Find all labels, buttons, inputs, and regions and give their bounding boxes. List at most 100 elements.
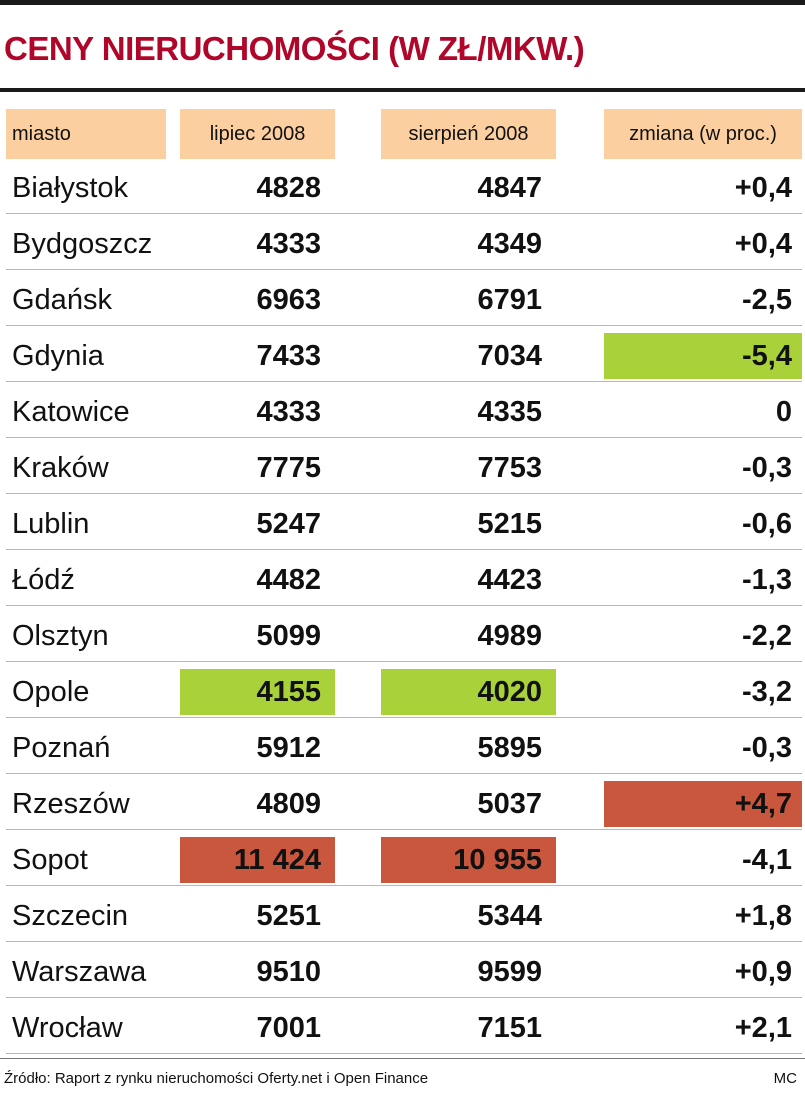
cell-august-2008: 5037: [477, 787, 542, 820]
cell-july-2008: 5099: [256, 619, 321, 652]
row-divider: [6, 325, 802, 326]
table-row: Wrocław 7001 7151 +2,1: [0, 1002, 805, 1054]
row-divider: [6, 997, 802, 998]
cell-city: Poznań: [12, 731, 111, 764]
row-divider: [6, 717, 802, 718]
table-row: Kraków 7775 7753 -0,3: [0, 442, 805, 494]
table-row: Łódź 4482 4423 -1,3: [0, 554, 805, 606]
table-row: Białystok 4828 4847 +0,4: [0, 162, 805, 214]
table-row: Olsztyn 5099 4989 -2,2: [0, 610, 805, 662]
cell-city: Sopot: [12, 843, 88, 876]
cell-city: Gdynia: [12, 339, 104, 372]
table-row: Bydgoszcz 4333 4349 +0,4: [0, 218, 805, 270]
top-rule: [0, 0, 805, 5]
cell-july-2008: 4482: [256, 563, 321, 596]
header-city: miasto: [6, 109, 166, 159]
cell-city: Białystok: [12, 171, 129, 204]
chart-title: CENY NIERUCHOMOŚCI (W ZŁ/MKW.): [4, 30, 585, 67]
cell-august-2008: 4335: [477, 395, 542, 428]
table-row: Poznań 5912 5895 -0,3: [0, 722, 805, 774]
cell-city: Opole: [12, 675, 90, 708]
cell-august-2008: 7753: [477, 451, 542, 484]
cell-july-2008: 4828: [256, 171, 321, 204]
cell-city: Bydgoszcz: [12, 227, 153, 260]
cell-city: Warszawa: [12, 955, 147, 988]
cell-august-2008: 10 955: [381, 837, 556, 883]
row-divider: [6, 549, 802, 550]
cell-city: Gdańsk: [12, 283, 112, 316]
cell-change-percent: -3,2: [742, 675, 792, 708]
cell-july-2008: 6963: [256, 283, 321, 316]
cell-change-percent: +0,9: [734, 955, 792, 988]
cell-change-percent: -0,6: [742, 507, 792, 540]
cell-august-2008: 6791: [477, 283, 542, 316]
cell-august-2008: 4423: [477, 563, 542, 596]
table-row: Gdańsk 6963 6791 -2,5: [0, 274, 805, 326]
cell-july-2008: 9510: [256, 955, 321, 988]
cell-july-2008: 4155: [180, 669, 335, 715]
row-divider: [6, 773, 802, 774]
cell-city: Katowice: [12, 395, 130, 428]
table-row: Lublin 5247 5215 -0,6: [0, 498, 805, 550]
cell-change-percent: -2,2: [742, 619, 792, 652]
cell-july-2008: 7433: [256, 339, 321, 372]
table-row: Rzeszów 4809 5037 +4,7: [0, 778, 805, 830]
table-row: Szczecin 5251 5344 +1,8: [0, 890, 805, 942]
cell-july-2008: 5251: [256, 899, 321, 932]
row-divider: [6, 941, 802, 942]
author-initials: MC: [773, 1070, 797, 1087]
header-august-2008: sierpień 2008: [381, 109, 556, 159]
table-row: Sopot 11 424 10 955 -4,1: [0, 834, 805, 886]
row-divider: [6, 269, 802, 270]
table-row: Gdynia 7433 7034 -5,4: [0, 330, 805, 382]
cell-change-percent: -0,3: [742, 731, 792, 764]
row-divider: [6, 381, 802, 382]
header-july-2008: lipiec 2008: [180, 109, 335, 159]
cell-change-percent: -0,3: [742, 451, 792, 484]
cell-july-2008: 11 424: [180, 837, 335, 883]
cell-august-2008: 5895: [477, 731, 542, 764]
cell-change-percent: +1,8: [734, 899, 792, 932]
cell-change-percent: -1,3: [742, 563, 792, 596]
row-divider: [6, 1053, 802, 1054]
cell-july-2008: 5247: [256, 507, 321, 540]
row-divider: [6, 885, 802, 886]
table-row: Opole 4155 4020 -3,2: [0, 666, 805, 718]
cell-august-2008: 4349: [477, 227, 542, 260]
row-divider: [6, 605, 802, 606]
cell-city: Szczecin: [12, 899, 129, 932]
cell-change-percent: +4,7: [604, 781, 802, 827]
cell-august-2008: 4020: [381, 669, 556, 715]
title-rule: [0, 88, 805, 92]
row-divider: [6, 829, 802, 830]
cell-city: Łódź: [12, 563, 75, 596]
footer-rule: [0, 1058, 805, 1059]
row-divider: [6, 493, 802, 494]
cell-change-percent: +0,4: [734, 227, 792, 260]
cell-august-2008: 7151: [477, 1011, 542, 1044]
cell-city: Kraków: [12, 451, 109, 484]
cell-change-percent: -5,4: [604, 333, 802, 379]
cell-change-percent: +2,1: [734, 1011, 792, 1044]
cell-city: Rzeszów: [12, 787, 130, 820]
cell-city: Olsztyn: [12, 619, 109, 652]
cell-change-percent: -4,1: [742, 843, 792, 876]
cell-july-2008: 5912: [256, 731, 321, 764]
row-divider: [6, 437, 802, 438]
cell-july-2008: 7775: [256, 451, 321, 484]
source-note: Źródło: Raport z rynku nieruchomości Ofe…: [4, 1070, 429, 1087]
cell-august-2008: 5215: [477, 507, 542, 540]
row-divider: [6, 213, 802, 214]
cell-august-2008: 4989: [477, 619, 542, 652]
cell-august-2008: 7034: [477, 339, 542, 372]
cell-july-2008: 4809: [256, 787, 321, 820]
cell-change-percent: -2,5: [742, 283, 792, 316]
cell-august-2008: 4847: [477, 171, 542, 204]
cell-july-2008: 4333: [256, 395, 321, 428]
row-divider: [6, 661, 802, 662]
cell-change-percent: 0: [775, 395, 792, 428]
table-row: Warszawa 9510 9599 +0,9: [0, 946, 805, 998]
cell-city: Lublin: [12, 507, 90, 540]
cell-july-2008: 4333: [256, 227, 321, 260]
cell-change-percent: +0,4: [734, 171, 792, 204]
